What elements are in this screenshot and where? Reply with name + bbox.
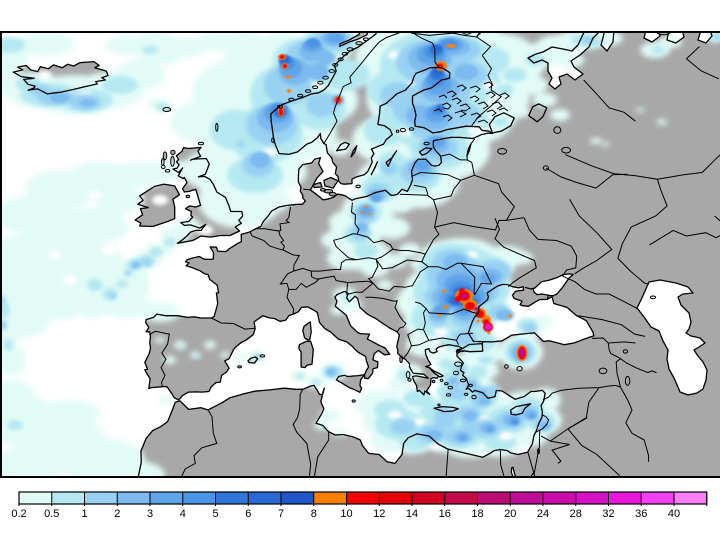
svg-text:0.2: 0.2 <box>11 508 26 520</box>
svg-text:4: 4 <box>180 508 186 520</box>
svg-text:24: 24 <box>537 508 549 520</box>
svg-text:5: 5 <box>212 508 218 520</box>
svg-text:32: 32 <box>602 508 614 520</box>
svg-text:0.5: 0.5 <box>44 508 59 520</box>
svg-text:16: 16 <box>439 508 451 520</box>
svg-text:6: 6 <box>245 508 251 520</box>
svg-text:12: 12 <box>373 508 385 520</box>
svg-text:2: 2 <box>114 508 120 520</box>
svg-text:3: 3 <box>147 508 153 520</box>
svg-text:20: 20 <box>504 508 516 520</box>
svg-text:1: 1 <box>81 508 87 520</box>
svg-text:7: 7 <box>278 508 284 520</box>
svg-text:8: 8 <box>311 508 317 520</box>
svg-text:14: 14 <box>406 508 418 520</box>
svg-text:18: 18 <box>471 508 483 520</box>
svg-text:36: 36 <box>635 508 647 520</box>
svg-text:10: 10 <box>340 508 352 520</box>
svg-text:28: 28 <box>570 508 582 520</box>
svg-text:40: 40 <box>668 508 680 520</box>
